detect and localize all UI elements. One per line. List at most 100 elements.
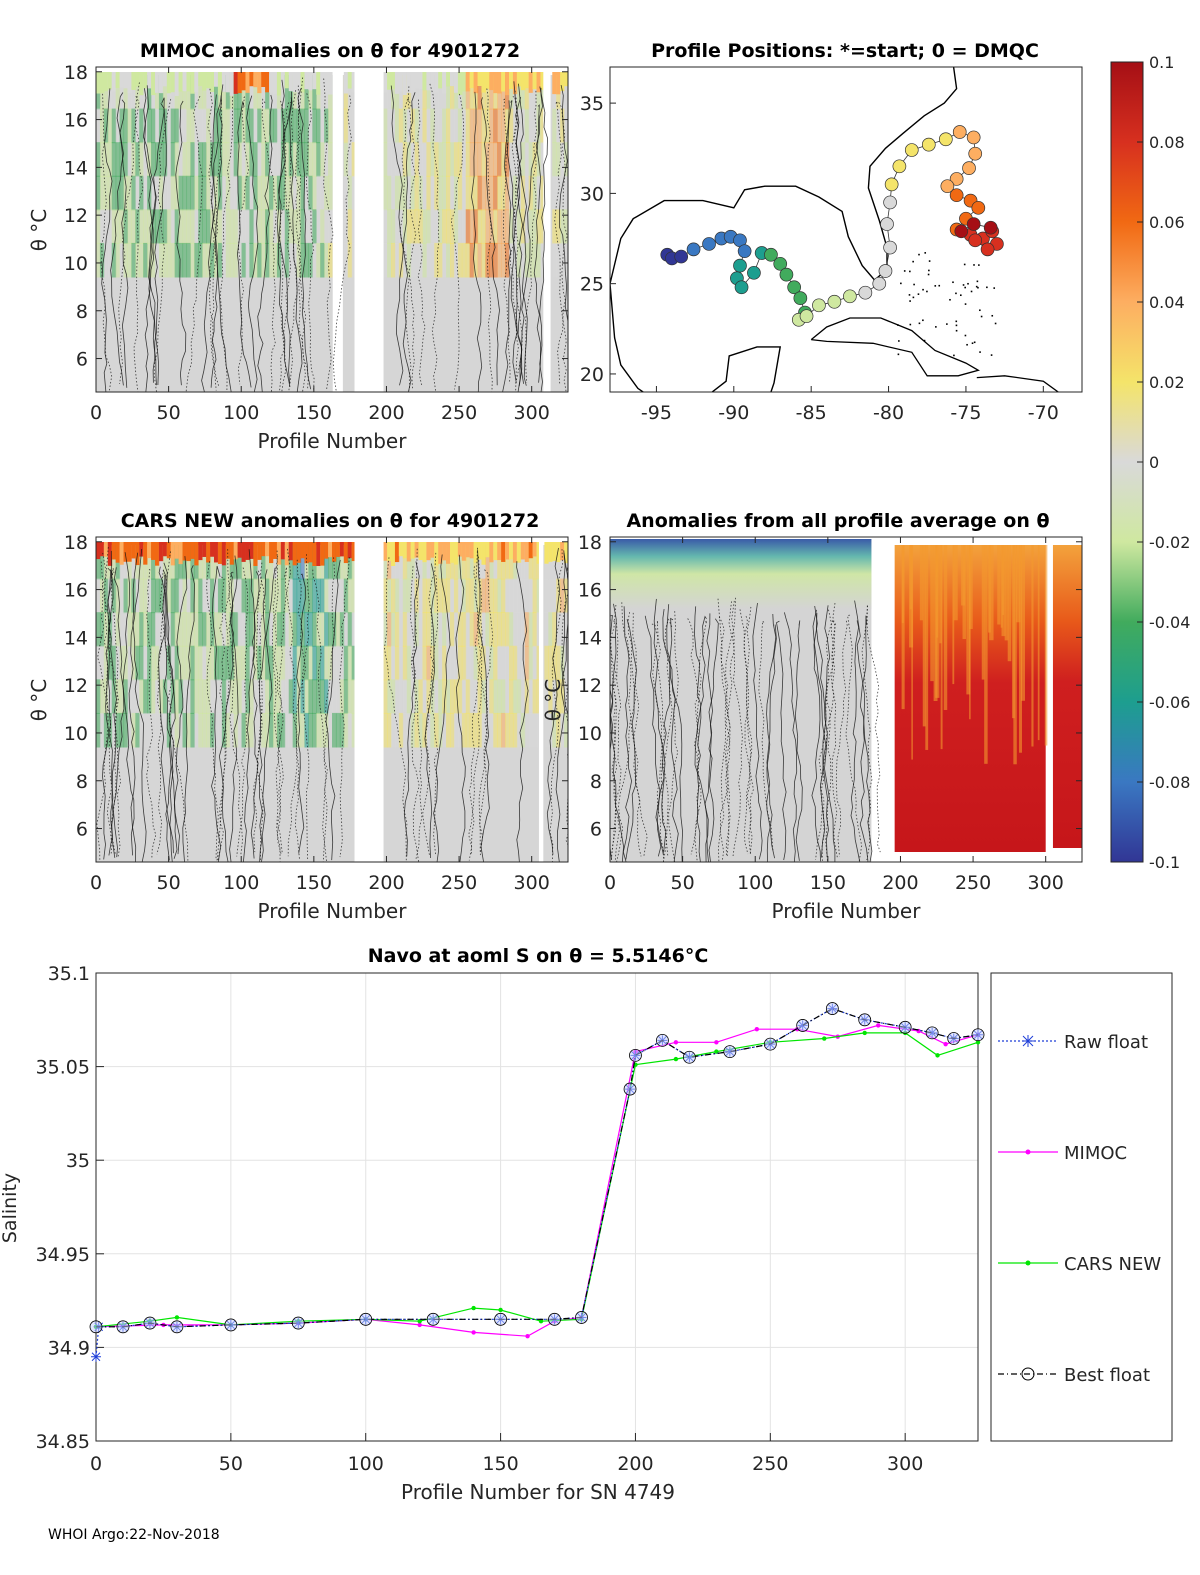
x-tick-label: -95 [641, 402, 672, 424]
heatmap-cell [225, 679, 231, 714]
heatmap-cell [312, 612, 317, 647]
heatmap-cell [308, 712, 313, 748]
heatmap-cell [229, 209, 235, 244]
profile-position-point [764, 247, 778, 262]
heatmap-cell [465, 545, 471, 580]
heatmap-cell [194, 712, 199, 748]
island-speck [962, 284, 965, 286]
heatmap-cell [308, 209, 313, 244]
heatmap-cell [532, 108, 538, 144]
profile-position-point [773, 256, 788, 271]
heatmap-top-cell [119, 72, 125, 88]
heatmap-cell [473, 209, 479, 244]
heatmap-cell [332, 679, 337, 714]
contour-line [102, 547, 118, 854]
island-speck [975, 285, 978, 288]
heatmap-top-cell [477, 72, 483, 87]
heatmap-cell [316, 645, 321, 681]
heatmap-cell [489, 108, 494, 144]
island-speck [964, 303, 967, 305]
heatmap-cell [316, 108, 321, 144]
heatmap-top-cell [276, 72, 282, 96]
heatmap-top-cell [178, 542, 184, 565]
heatmap-cell [312, 645, 317, 681]
profile-position-point [983, 220, 998, 235]
heatmap-cell [147, 645, 152, 681]
contour-line [243, 571, 260, 862]
heatmap-cell [111, 142, 117, 177]
heatmap-cell [182, 242, 188, 278]
heatmap-top-cell [206, 542, 211, 563]
heatmap-cell [564, 75, 568, 110]
heatmap-cell [422, 712, 427, 748]
heatmap-cell [485, 712, 490, 748]
heatmap-cell [485, 578, 490, 614]
heatmap-cell [485, 209, 490, 244]
heatmap-cell [202, 612, 207, 647]
heatmap-cell [316, 578, 321, 614]
heatmap-cell [178, 75, 184, 110]
heatmap-cell [505, 712, 510, 748]
heatmap-cell [273, 108, 278, 144]
heatmap-cell [214, 75, 219, 110]
heatmap-cell [131, 108, 136, 144]
heatmap-cell [217, 242, 223, 278]
heatmap-top-cell [461, 72, 467, 92]
heatmap-cell [304, 209, 309, 244]
heatmap-cell [288, 108, 294, 144]
heatmap-cell [284, 679, 290, 714]
heatmap-cell [261, 175, 266, 211]
heatmap-top-cell [328, 72, 333, 95]
heatmap-cell [123, 545, 129, 580]
heatmap-cell [394, 578, 400, 614]
top-margin [96, 537, 568, 542]
heatmap-cell [241, 209, 247, 244]
series-point-cars-new [862, 1030, 867, 1036]
heatmap-top-cell [237, 72, 243, 94]
heatmap-top-cell [394, 542, 400, 563]
heatmap-cell [394, 545, 400, 580]
heatmap-cell [347, 242, 353, 278]
heatmap-cell [414, 645, 420, 681]
heatmap-cell [151, 612, 156, 647]
heatmap-cell [398, 242, 404, 278]
heatmap-cell [461, 108, 467, 144]
heatmap-cell [320, 679, 325, 714]
heatmap-top-cell [296, 542, 302, 563]
heatmap-cell [434, 242, 439, 278]
contour-line [210, 94, 218, 388]
heatmap-cell [461, 578, 467, 614]
heatmap-cell [111, 209, 117, 244]
heatmap-cell [288, 75, 294, 110]
contour-line [661, 617, 674, 853]
heatmap-cell [210, 545, 215, 580]
heatmap-cell [394, 209, 400, 244]
x-tick-label: 200 [368, 872, 404, 894]
heatmap-cell [406, 242, 412, 278]
heatmap-top-cell [497, 542, 502, 561]
contour-line [725, 600, 735, 857]
heatmap-cell [257, 142, 262, 177]
contour-line [708, 618, 719, 862]
heatmap-cell [198, 242, 203, 278]
x-tick-label: 250 [441, 872, 477, 894]
x-tick-label: 100 [223, 402, 259, 424]
heatmap-cell [324, 209, 329, 244]
heatmap-cell [477, 679, 483, 714]
heatmap-cell [186, 142, 191, 177]
heatmap-cell [560, 242, 565, 278]
heatmap-top-cell [198, 72, 203, 87]
heatmap-cell [158, 545, 164, 580]
series-point-cars-new [975, 1040, 981, 1045]
island-speck [955, 324, 958, 327]
heatmap-cell [96, 209, 101, 244]
heatmap-cell [410, 108, 416, 144]
colorbar-tick-label: -0.02 [1149, 533, 1190, 552]
y-tick-label: 10 [64, 723, 88, 745]
y-tick-label: 8 [590, 771, 602, 793]
profile-position-point [962, 161, 976, 175]
heatmap-top-cell [564, 72, 568, 87]
heatmap-cell [151, 175, 156, 211]
heatmap-cell [469, 612, 475, 647]
heatmap-cell [489, 679, 494, 714]
